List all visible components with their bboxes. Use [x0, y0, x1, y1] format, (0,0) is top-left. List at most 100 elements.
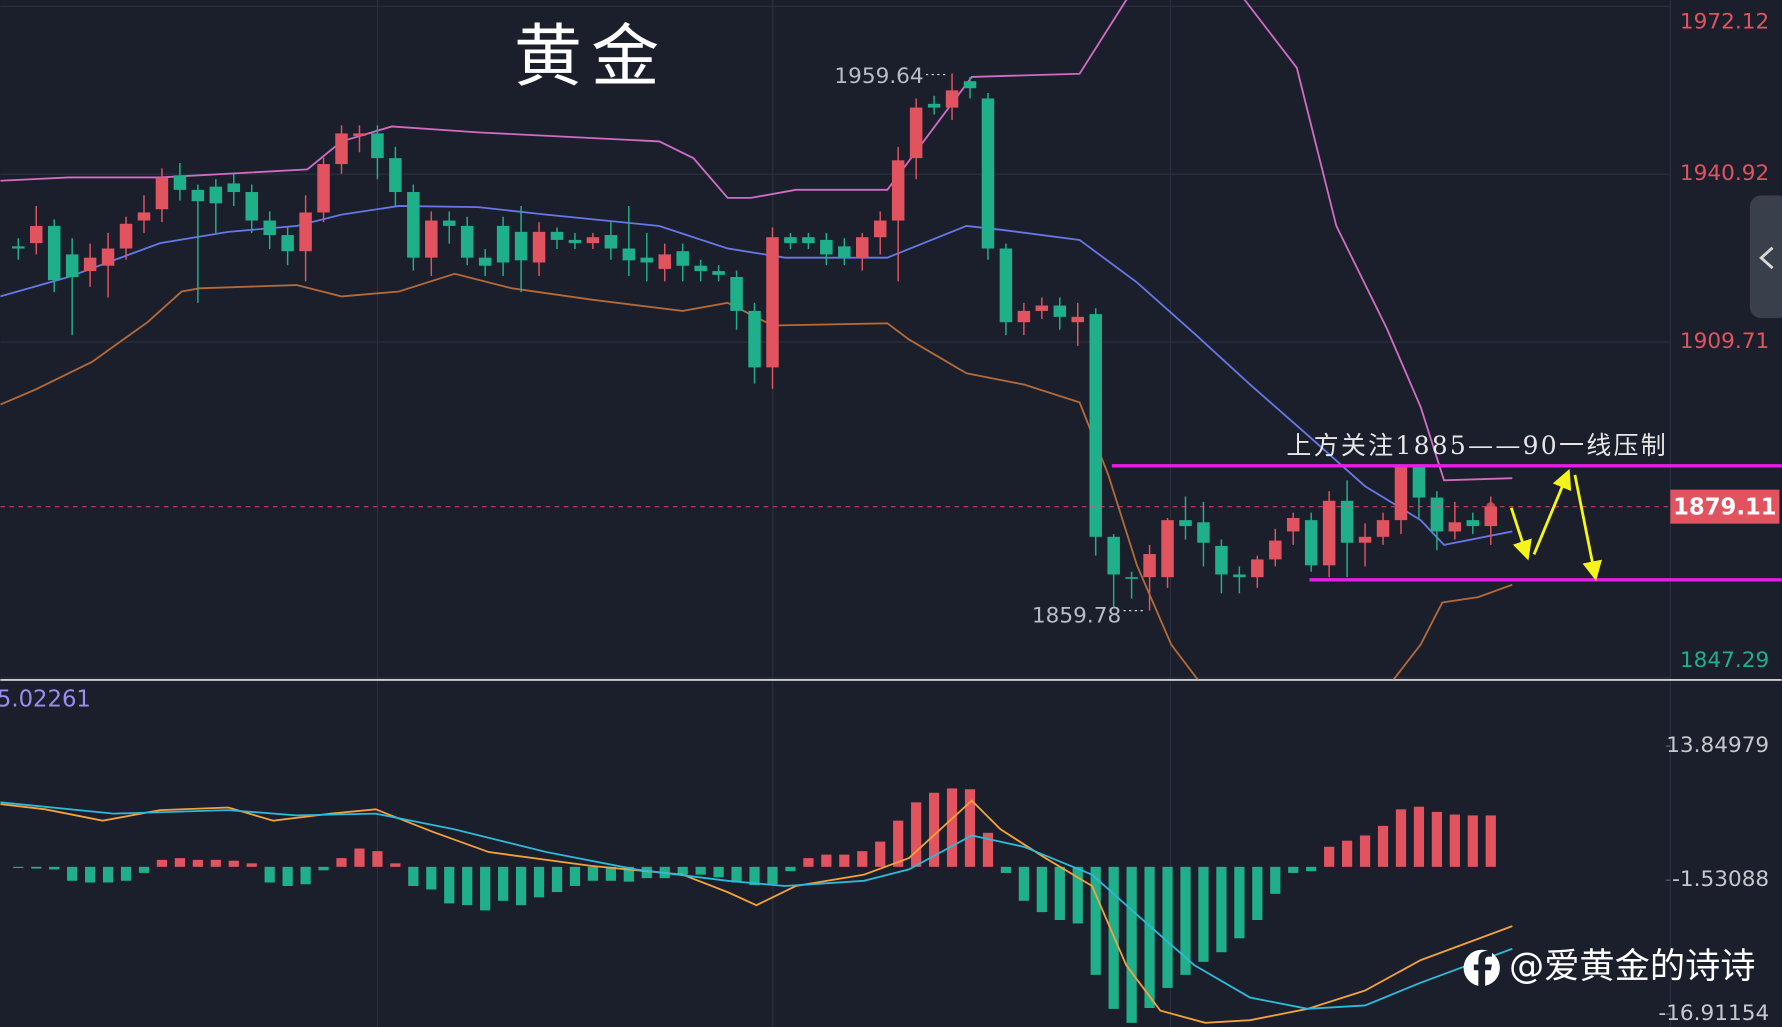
histogram-bar [1467, 815, 1478, 867]
candle-body [460, 225, 474, 258]
candle-body [1412, 465, 1426, 498]
candle-body [1107, 536, 1120, 575]
candle-body [443, 220, 456, 226]
candle-body [281, 235, 294, 252]
histogram-bar [444, 866, 455, 904]
facebook-glyph [1473, 950, 1492, 989]
candle-body [83, 257, 97, 272]
watermark: @爱黄金的诗诗 [1463, 946, 1755, 989]
candle-body [209, 186, 223, 204]
histogram-bar [1090, 866, 1101, 975]
candle-body [65, 254, 79, 278]
histogram-bar [480, 866, 491, 911]
candle-body [1143, 554, 1156, 578]
candle-body [1161, 520, 1174, 578]
candle-body [335, 133, 348, 165]
histogram-bar [408, 866, 419, 886]
candle-body [47, 225, 61, 281]
histogram-bar [982, 832, 994, 867]
candle-body [425, 220, 438, 258]
chevron-icon[interactable] [1759, 246, 1774, 270]
histogram-bar [138, 866, 150, 873]
candle-body [371, 133, 384, 159]
collapse-button[interactable] [1749, 195, 1782, 319]
histogram-bar [390, 863, 401, 867]
candle-body [1340, 500, 1354, 543]
candle-body [1376, 520, 1390, 537]
histogram-bar [785, 866, 796, 872]
histogram-bar [821, 854, 832, 867]
histogram-bar [13, 866, 24, 868]
histogram-bar [515, 866, 527, 906]
histogram-bar [102, 866, 114, 883]
histogram-bar [85, 866, 96, 883]
candle-body [909, 107, 923, 159]
candle-body [766, 237, 779, 368]
histogram-bar [462, 866, 473, 906]
histogram-bar [1162, 866, 1173, 988]
forecast-arrows [1509, 468, 1602, 582]
candle-body [101, 248, 115, 266]
arrow [1509, 507, 1532, 561]
candle-body [353, 133, 366, 137]
histogram-bar [228, 860, 239, 867]
candle-body [981, 98, 995, 249]
candle-body [1035, 305, 1049, 311]
indicator-line [0, 801, 1513, 1010]
histogram-bar [587, 866, 599, 881]
last-price-dot [1486, 502, 1496, 512]
histogram-bar [1018, 866, 1029, 901]
histogram-bar [928, 792, 940, 867]
candle-body [1448, 522, 1462, 532]
histogram-bar [695, 866, 706, 875]
candle-body [1179, 520, 1192, 527]
candle-body [137, 212, 151, 221]
histogram-bar [1288, 866, 1299, 873]
histogram-bar [803, 858, 814, 867]
candle-body [640, 257, 654, 263]
histogram-bar [1054, 866, 1065, 920]
histogram-bar [731, 866, 742, 883]
candle-body [604, 235, 618, 249]
histogram-bar [426, 866, 437, 890]
candle-body [712, 271, 725, 275]
histogram-bar [713, 866, 724, 878]
high-label: 1959.64 [834, 64, 923, 89]
macd-pane: 13.84979 -1.53088 -16.91154 5.02261 [0, 686, 1769, 1026]
candle-body [838, 246, 851, 258]
histogram-bar [1234, 866, 1245, 939]
candle-body [1233, 574, 1246, 578]
last-price-label: 1879.11 [1673, 494, 1776, 520]
histogram-bar [946, 788, 958, 867]
candle-body [1197, 522, 1210, 543]
histogram-bar [1198, 866, 1209, 962]
low-label: 1859.78 [1032, 603, 1121, 628]
candle-body [550, 231, 564, 240]
candle-body [873, 220, 887, 238]
candle-body [1053, 305, 1067, 317]
candle-body [784, 237, 797, 244]
candle-body [1286, 517, 1300, 532]
candle-body [1269, 540, 1282, 560]
candle-body [1358, 536, 1372, 543]
candle-body [694, 265, 707, 272]
histogram-bar [1252, 866, 1263, 920]
histogram-bar [67, 866, 78, 881]
candle-body [514, 231, 528, 261]
histogram-bar [641, 866, 652, 879]
histogram-bar [767, 866, 778, 885]
candle-body [1089, 314, 1102, 537]
candle-body [622, 248, 636, 261]
candle-body [1466, 520, 1480, 527]
candle-body [29, 225, 43, 244]
histogram-bar [875, 841, 886, 867]
collapse-button-bg[interactable] [1749, 195, 1782, 319]
histogram-bar [498, 866, 509, 901]
candle-body [586, 237, 600, 244]
candle-body [155, 177, 169, 210]
candle-body [676, 251, 689, 266]
candle-body [299, 212, 312, 252]
candle-body [1394, 465, 1408, 521]
indicator-line [0, 272, 1513, 680]
